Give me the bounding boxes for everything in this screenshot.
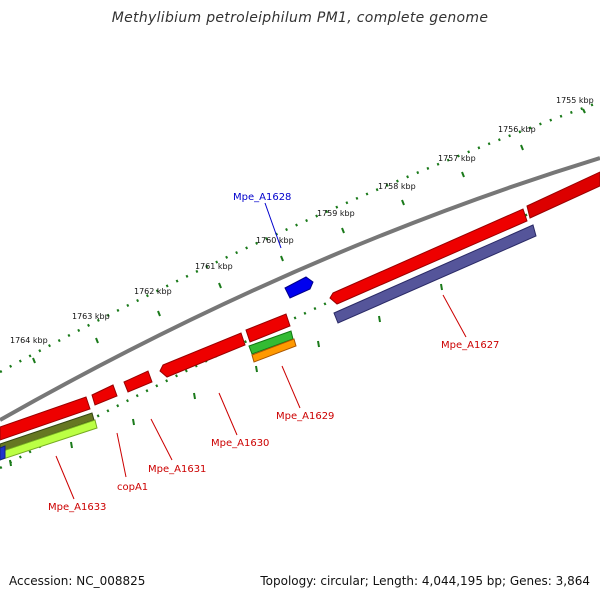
- gene-block: [251, 338, 297, 363]
- scale-label: 1761 kbp: [195, 262, 233, 271]
- scale-label: 1760 kbp: [256, 236, 294, 245]
- gene-block: [284, 276, 314, 299]
- scale-label: 1758 kbp: [378, 182, 416, 191]
- gene-label-copA1: copA1: [117, 482, 148, 493]
- gene-labels: Mpe_A1628 Mpe_A1627 Mpe_A1629 Mpe_A1630 …: [48, 192, 499, 513]
- gene-label-Mpe_A1627: Mpe_A1627: [441, 340, 499, 351]
- genome-backbone: [0, 156, 600, 422]
- scale-label: 1755 kbp: [556, 96, 594, 105]
- leader-lines: [55, 202, 467, 500]
- scale-labels: 1755 kbp 1756 kbp 1757 kbp 1758 kbp 1759…: [10, 96, 594, 345]
- gene-block: [0, 419, 98, 461]
- scale-label: 1763 kbp: [72, 312, 110, 321]
- gene-block: [245, 313, 291, 343]
- scale-label: 1756 kbp: [498, 125, 536, 134]
- topology-text: Topology: circular; Length: 4,044,195 bp…: [260, 574, 590, 588]
- accession-text: Accession: NC_008825: [9, 574, 146, 588]
- map-title: Methylibium petroleiphilum PM1, complete…: [111, 10, 489, 26]
- gene-block: [333, 224, 537, 324]
- gene-label-Mpe_A1628: Mpe_A1628: [233, 192, 291, 203]
- inner-scale-track: [0, 183, 600, 470]
- gene-block: [526, 171, 600, 219]
- scale-label: 1759 kbp: [317, 209, 355, 218]
- gene-label-Mpe_A1630: Mpe_A1630: [211, 438, 269, 449]
- scale-label: 1757 kbp: [438, 154, 476, 163]
- gene-block: [329, 208, 528, 305]
- feature-tracks: [0, 224, 537, 461]
- gene-block: [0, 445, 6, 461]
- gene-label-Mpe_A1629: Mpe_A1629: [276, 411, 334, 422]
- gene-block: [0, 396, 91, 441]
- forward-genes: [0, 171, 600, 441]
- gene-block: [159, 332, 246, 378]
- gene-block: [91, 384, 118, 406]
- scale-label: 1762 kbp: [134, 287, 172, 296]
- gene-label-Mpe_A1633: Mpe_A1633: [48, 502, 106, 513]
- scale-label: 1764 kbp: [10, 336, 48, 345]
- outer-major-ticks: [32, 108, 586, 364]
- gene-label-Mpe_A1631: Mpe_A1631: [148, 464, 206, 475]
- gene-block: [123, 370, 153, 393]
